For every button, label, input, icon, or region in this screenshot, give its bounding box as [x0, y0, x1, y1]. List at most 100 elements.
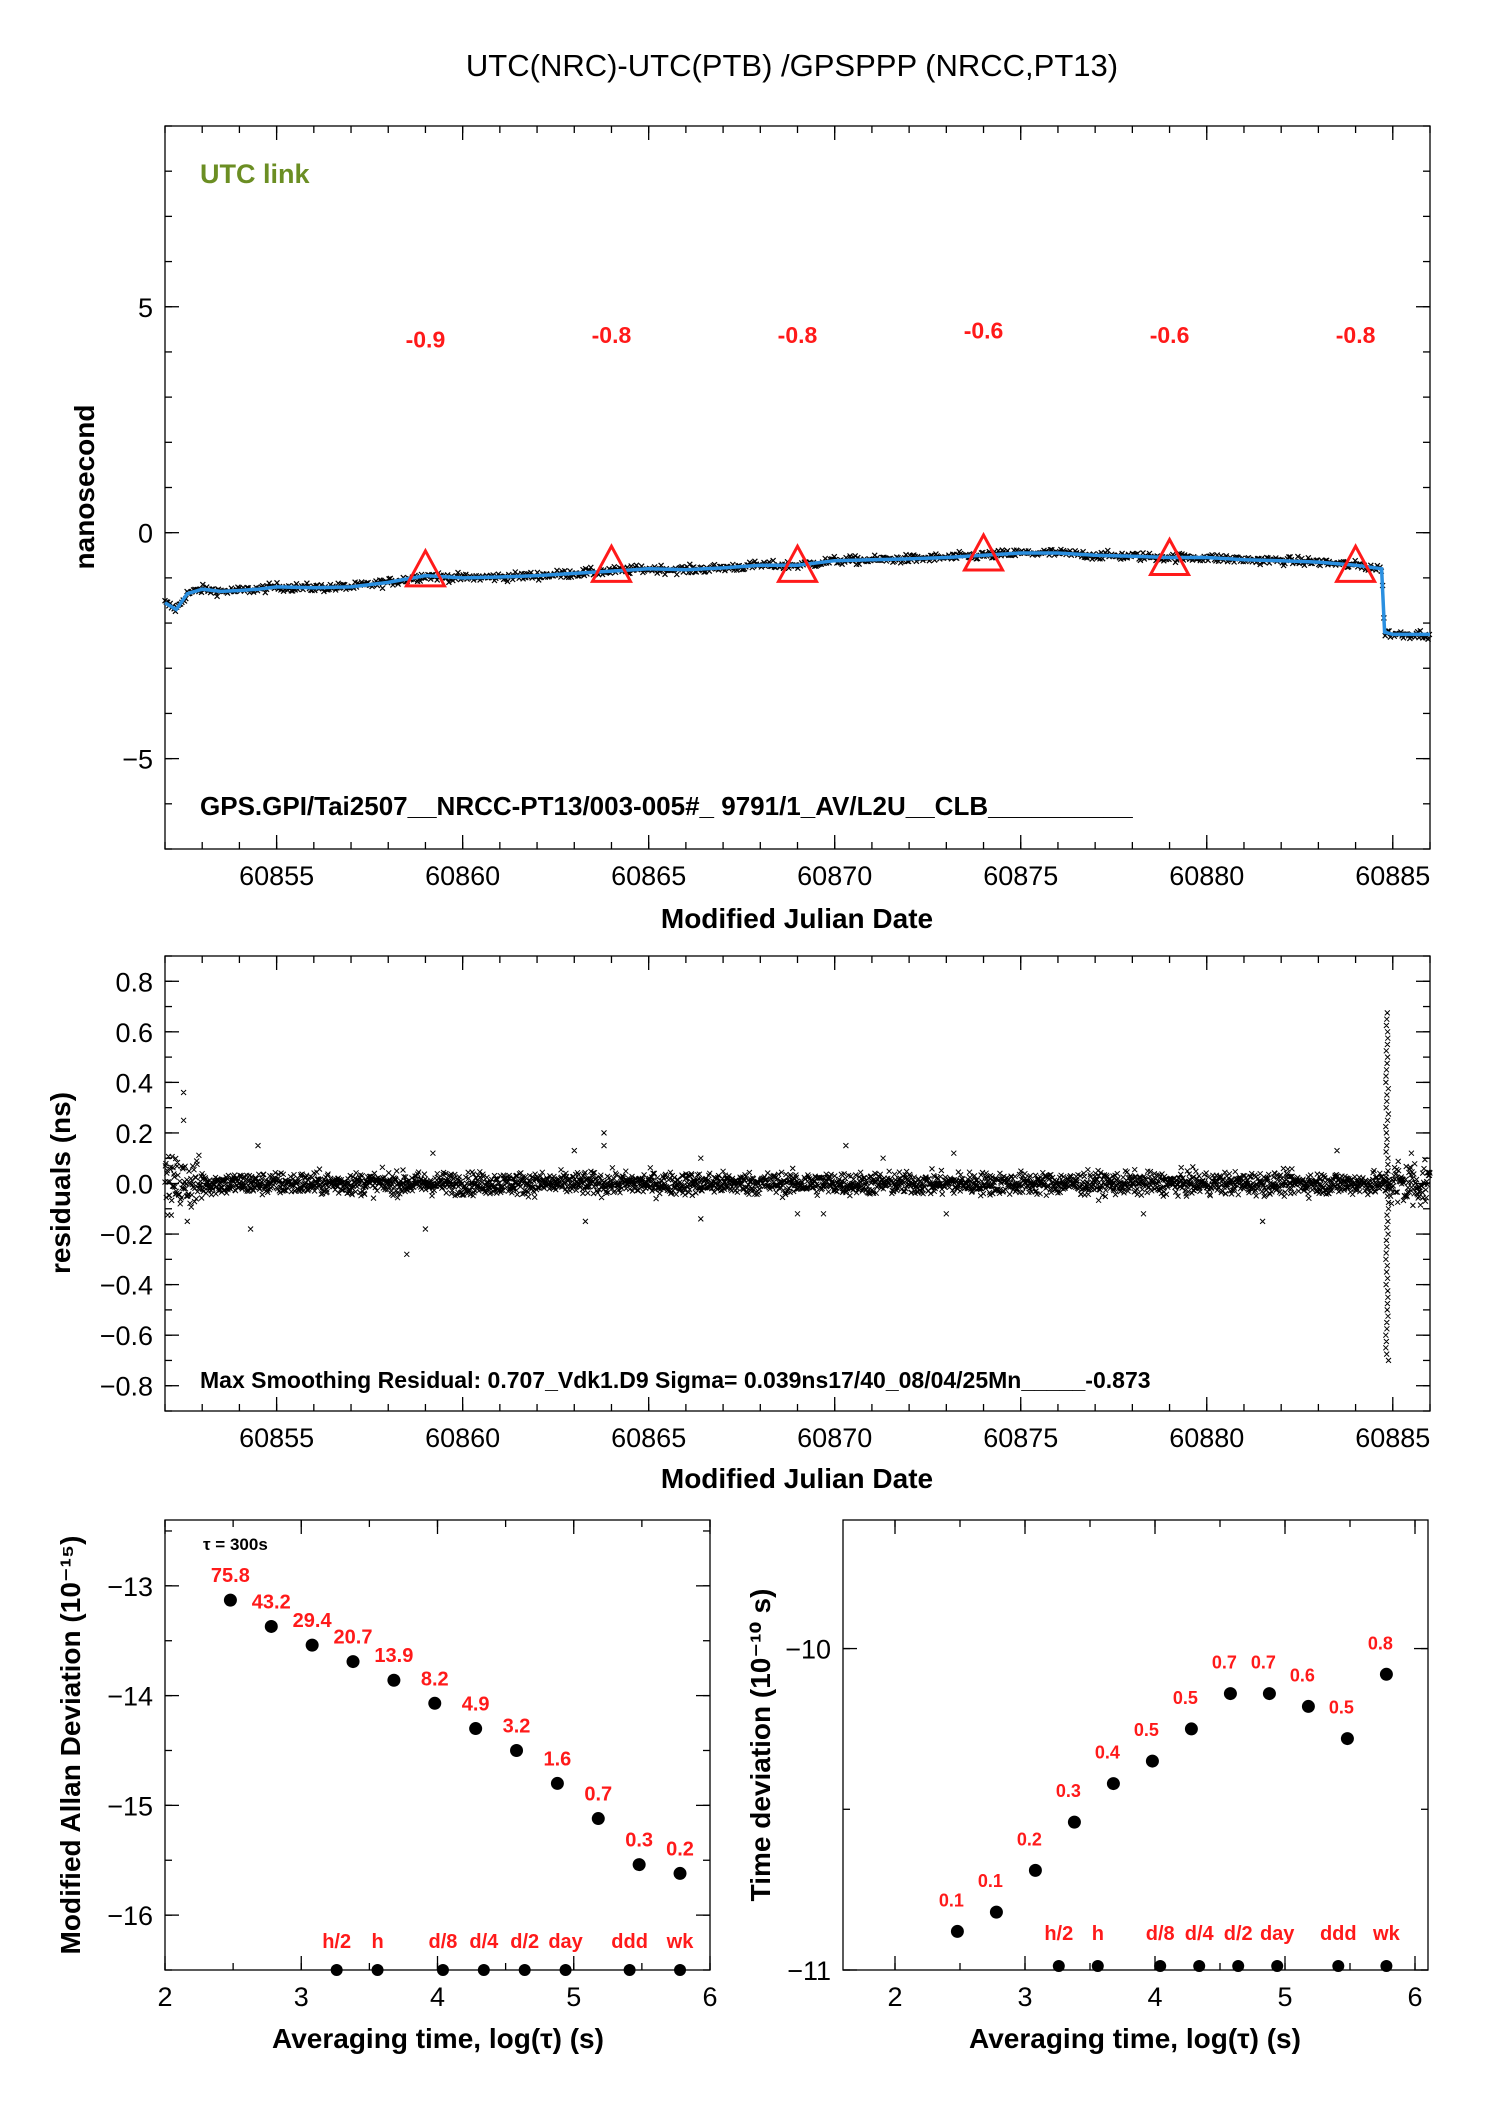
link-plot-frame — [164, 125, 1431, 850]
x-tick-label: 60885 — [1355, 861, 1430, 891]
deviation-point — [1223, 1687, 1237, 1701]
timescale-marker-label: d/4 — [1185, 1923, 1215, 1945]
deviation-point — [673, 1866, 687, 1880]
deviation-point — [1379, 1667, 1393, 1681]
y-tick-label: −0.6 — [100, 1321, 153, 1351]
residuals-chart: 60855 60860 60865 60870 60875 60880 60885 −0.8 −… — [45, 955, 1433, 1494]
timescale-marker — [371, 1964, 384, 1976]
deviation-point-label: 0.5 — [1134, 1720, 1159, 1740]
link-triangle-label: -0.9 — [406, 326, 446, 352]
deviation-point-label: 0.5 — [1329, 1698, 1354, 1718]
deviation-point — [264, 1619, 278, 1633]
mdev-ylabel: Modified Allan Deviation (10⁻¹⁵) — [55, 1536, 86, 1955]
link-smoothed-curve — [164, 551, 1430, 637]
deviation-point — [1028, 1863, 1042, 1877]
y-tick-label: −0.4 — [100, 1271, 153, 1301]
deviation-point-label: 8.2 — [421, 1668, 449, 1690]
x-tick-label: 4 — [1147, 1982, 1162, 2012]
residual-points — [162, 1010, 1433, 1364]
x-tick-label: 60880 — [1169, 1423, 1244, 1453]
link-triangle-marker — [962, 531, 1006, 572]
y-tick-label: 0.8 — [115, 967, 153, 997]
timescale-marker — [1091, 1960, 1104, 1972]
timescale-marker-label: ddd — [611, 1931, 648, 1953]
x-tick-label: 60870 — [797, 861, 872, 891]
timescale-marker-label: d/2 — [1224, 1923, 1253, 1945]
mdev-series: 75.843.229.420.713.9 8.2 4.9 3.2 1.6 0.7 0.3 0.… — [211, 1565, 694, 1976]
timescale-marker-label: h/2 — [1044, 1923, 1073, 1945]
link-triangle-marker — [589, 543, 633, 583]
page-title: UTC(NRC)-UTC(PTB) /GPSPPP (NRCC,PT13) — [466, 48, 1118, 83]
mdev-plot-frame — [164, 1519, 711, 1971]
y-tick-label: −15 — [107, 1791, 153, 1821]
deviation-point-label: 0.4 — [1095, 1743, 1120, 1763]
deviation-point — [346, 1655, 360, 1669]
timescale-marker-label: wk — [666, 1931, 695, 1953]
deviation-point — [387, 1673, 401, 1687]
deviation-point-label: 0.7 — [1251, 1653, 1276, 1673]
timescale-marker — [623, 1964, 636, 1976]
timescale-marker — [518, 1964, 531, 1976]
deviation-point — [632, 1858, 646, 1872]
deviation-point — [950, 1924, 964, 1938]
link-triangle-marker — [403, 547, 447, 588]
link-triangle-label: -0.8 — [592, 322, 632, 348]
mdev-chart: 2 3 4 5 6 −16 −15 −14 −13 75.843.229.420.713.9 8.… — [55, 1519, 718, 2054]
x-tick-label: 5 — [1277, 1982, 1292, 2012]
timescale-marker — [1232, 1960, 1245, 1972]
timescale-marker-label: d/2 — [510, 1931, 539, 1953]
timescale-marker — [1380, 1960, 1393, 1972]
x-tick-label: 5 — [566, 1982, 581, 2012]
deviation-point — [223, 1593, 237, 1607]
y-tick-label: 0 — [138, 519, 153, 549]
tdev-series: 0.1 0.1 0.2 0.3 0.4 0.5 0.5 0.7 0.7 0.6 0.5 0.8 h/2 h… — [939, 1633, 1401, 1972]
residuals-annotation: Max Smoothing Residual: 0.707_Vdk1.D9 Si… — [200, 1367, 1151, 1393]
deviation-point — [1301, 1699, 1315, 1713]
timescale-marker — [330, 1964, 343, 1976]
x-tick-label: 60875 — [983, 1423, 1058, 1453]
timescale-marker-label: h/2 — [322, 1931, 351, 1953]
y-tick-label: −10 — [785, 1635, 831, 1665]
link-footer: GPS.GPI/Tai2507__NRCC-PT13/003-005#_ 979… — [200, 791, 1133, 821]
residuals-ticks: 60855 60860 60865 60870 60875 60880 60885 −0.8 −… — [100, 955, 1431, 1453]
y-tick-label: 5 — [138, 293, 153, 323]
residuals-ylabel: residuals (ns) — [45, 1092, 76, 1274]
link-triangle-marker — [775, 543, 820, 583]
x-tick-label: 3 — [1017, 1982, 1032, 2012]
deviation-point — [591, 1812, 605, 1826]
deviation-point — [428, 1696, 442, 1710]
deviation-point-label: 0.1 — [939, 1890, 964, 1910]
deviation-point — [1067, 1815, 1081, 1829]
deviation-point — [1262, 1687, 1276, 1701]
timescale-marker — [674, 1964, 687, 1976]
x-tick-label: 6 — [702, 1982, 717, 2012]
mdev-xlabel: Averaging time, log(τ) (s) — [272, 2023, 604, 2054]
tdev-ticks: 2 3 4 5 6 −11 −10 — [785, 1520, 1428, 2012]
link-label: UTC link — [200, 159, 310, 189]
deviation-point-label: 75.8 — [211, 1565, 250, 1587]
deviation-point-label: 13.9 — [374, 1645, 413, 1667]
x-tick-label: 60865 — [611, 1423, 686, 1453]
deviation-point-label: 43.2 — [252, 1591, 291, 1613]
timescale-marker — [1332, 1960, 1345, 1972]
x-tick-label: 2 — [887, 1982, 902, 2012]
timescale-marker-label: d/8 — [1146, 1923, 1175, 1945]
y-tick-label: 0.2 — [115, 1119, 153, 1149]
timescale-marker — [1193, 1960, 1206, 1972]
x-tick-label: 60880 — [1169, 861, 1244, 891]
deviation-point-label: 1.6 — [543, 1748, 571, 1770]
timescale-marker — [1154, 1960, 1167, 1972]
tdev-ylabel: Time deviation (10⁻¹⁰ s) — [745, 1589, 776, 1902]
link-triangle-label: -0.8 — [1336, 322, 1376, 348]
tdev-chart: 2 3 4 5 6−11−10 0.10.10.20.30.40.50.50.7 0.70… — [745, 1519, 1429, 2054]
mdev-tau-note: τ = 300s — [203, 1535, 268, 1554]
x-tick-label: 60875 — [983, 861, 1058, 891]
y-tick-label: −13 — [107, 1572, 153, 1602]
timescale-marker-label: d/8 — [428, 1931, 457, 1953]
x-tick-label: 3 — [294, 1982, 309, 2012]
y-tick-label: −0.8 — [100, 1372, 153, 1402]
y-tick-label: 0.4 — [115, 1068, 153, 1098]
x-tick-label: 60860 — [425, 861, 500, 891]
y-tick-label: 0.0 — [115, 1170, 153, 1200]
